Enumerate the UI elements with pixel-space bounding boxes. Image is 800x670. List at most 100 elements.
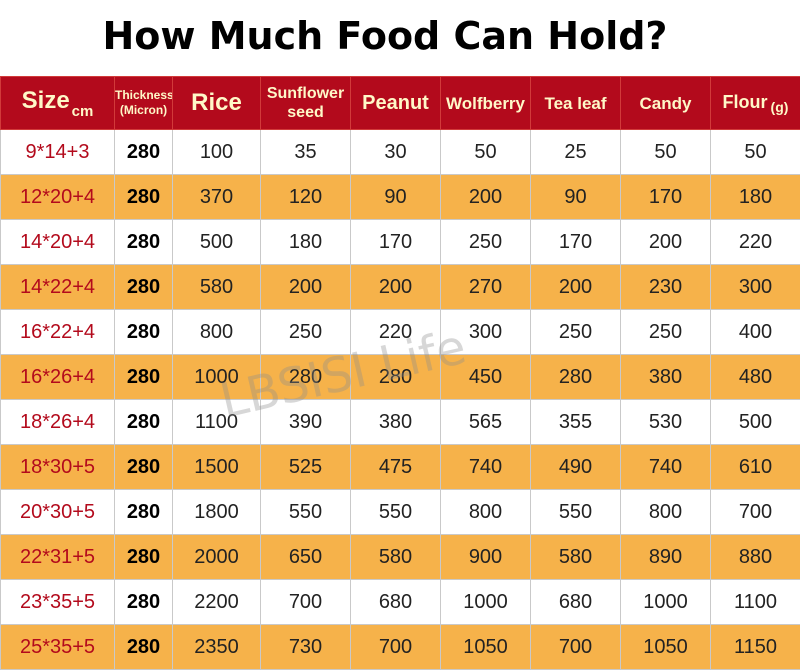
- wolfberry-cell: 270: [441, 265, 531, 310]
- size-cell: 16*26+4: [1, 355, 115, 400]
- rice-cell: 580: [173, 265, 261, 310]
- wolfberry-cell: 450: [441, 355, 531, 400]
- peanut-cell: 200: [351, 265, 441, 310]
- header-flour: Flour(g): [711, 77, 800, 130]
- thickness-cell: 280: [115, 355, 173, 400]
- flour-cell: 480: [711, 355, 800, 400]
- size-cell: 22*31+5: [1, 535, 115, 580]
- flour-cell: 220: [711, 220, 800, 265]
- wolfberry-cell: 250: [441, 220, 531, 265]
- size-cell: 14*22+4: [1, 265, 115, 310]
- flour-cell: 50: [711, 130, 800, 175]
- sunflower-seed-cell: 390: [261, 400, 351, 445]
- sunflower-seed-cell: 650: [261, 535, 351, 580]
- candy-cell: 380: [621, 355, 711, 400]
- size-cell: 12*20+4: [1, 175, 115, 220]
- wolfberry-cell: 300: [441, 310, 531, 355]
- tea-leaf-cell: 280: [531, 355, 621, 400]
- flour-cell: 700: [711, 490, 800, 535]
- rice-cell: 2350: [173, 625, 261, 670]
- header-wolfberry: Wolfberry: [441, 77, 531, 130]
- size-cell: 9*14+3: [1, 130, 115, 175]
- wolfberry-cell: 740: [441, 445, 531, 490]
- peanut-cell: 680: [351, 580, 441, 625]
- thickness-cell: 280: [115, 625, 173, 670]
- tea-leaf-cell: 580: [531, 535, 621, 580]
- wolfberry-cell: 1000: [441, 580, 531, 625]
- peanut-cell: 280: [351, 355, 441, 400]
- flour-cell: 400: [711, 310, 800, 355]
- header-thickness: Thickness(Micron): [115, 77, 173, 130]
- candy-cell: 50: [621, 130, 711, 175]
- size-cell: 23*35+5: [1, 580, 115, 625]
- sunflower-seed-cell: 200: [261, 265, 351, 310]
- wolfberry-cell: 1050: [441, 625, 531, 670]
- peanut-cell: 550: [351, 490, 441, 535]
- rice-cell: 800: [173, 310, 261, 355]
- wolfberry-cell: 900: [441, 535, 531, 580]
- flour-cell: 300: [711, 265, 800, 310]
- flour-cell: 180: [711, 175, 800, 220]
- sunflower-seed-cell: 250: [261, 310, 351, 355]
- sunflower-seed-cell: 700: [261, 580, 351, 625]
- thickness-cell: 280: [115, 490, 173, 535]
- header-peanut: Peanut: [351, 77, 441, 130]
- thickness-cell: 280: [115, 265, 173, 310]
- rice-cell: 2000: [173, 535, 261, 580]
- wolfberry-cell: 800: [441, 490, 531, 535]
- size-cell: 25*35+5: [1, 625, 115, 670]
- thickness-cell: 280: [115, 400, 173, 445]
- sunflower-seed-cell: 35: [261, 130, 351, 175]
- candy-cell: 1000: [621, 580, 711, 625]
- rice-cell: 1000: [173, 355, 261, 400]
- tea-leaf-cell: 680: [531, 580, 621, 625]
- thickness-cell: 280: [115, 310, 173, 355]
- tea-leaf-cell: 90: [531, 175, 621, 220]
- peanut-cell: 220: [351, 310, 441, 355]
- rice-cell: 1100: [173, 400, 261, 445]
- peanut-cell: 475: [351, 445, 441, 490]
- wolfberry-cell: 565: [441, 400, 531, 445]
- thickness-cell: 280: [115, 130, 173, 175]
- tea-leaf-cell: 490: [531, 445, 621, 490]
- candy-cell: 740: [621, 445, 711, 490]
- rice-cell: 370: [173, 175, 261, 220]
- rice-cell: 1500: [173, 445, 261, 490]
- peanut-cell: 580: [351, 535, 441, 580]
- flour-cell: 880: [711, 535, 800, 580]
- rice-cell: 2200: [173, 580, 261, 625]
- peanut-cell: 30: [351, 130, 441, 175]
- thickness-cell: 280: [115, 535, 173, 580]
- candy-cell: 530: [621, 400, 711, 445]
- sunflower-seed-cell: 525: [261, 445, 351, 490]
- flour-cell: 1100: [711, 580, 800, 625]
- sunflower-seed-cell: 180: [261, 220, 351, 265]
- rice-cell: 500: [173, 220, 261, 265]
- peanut-cell: 380: [351, 400, 441, 445]
- header-tea-leaf: Tea leaf: [531, 77, 621, 130]
- tea-leaf-cell: 25: [531, 130, 621, 175]
- size-cell: 20*30+5: [1, 490, 115, 535]
- size-cell: 16*22+4: [1, 310, 115, 355]
- size-cell: 18*26+4: [1, 400, 115, 445]
- sunflower-seed-cell: 730: [261, 625, 351, 670]
- sunflower-seed-cell: 280: [261, 355, 351, 400]
- page-title: How Much Food Can Hold?: [0, 14, 770, 58]
- header-rice: Rice: [173, 77, 261, 130]
- tea-leaf-cell: 700: [531, 625, 621, 670]
- tea-leaf-cell: 250: [531, 310, 621, 355]
- rice-cell: 100: [173, 130, 261, 175]
- candy-cell: 170: [621, 175, 711, 220]
- size-cell: 14*20+4: [1, 220, 115, 265]
- tea-leaf-cell: 550: [531, 490, 621, 535]
- candy-cell: 890: [621, 535, 711, 580]
